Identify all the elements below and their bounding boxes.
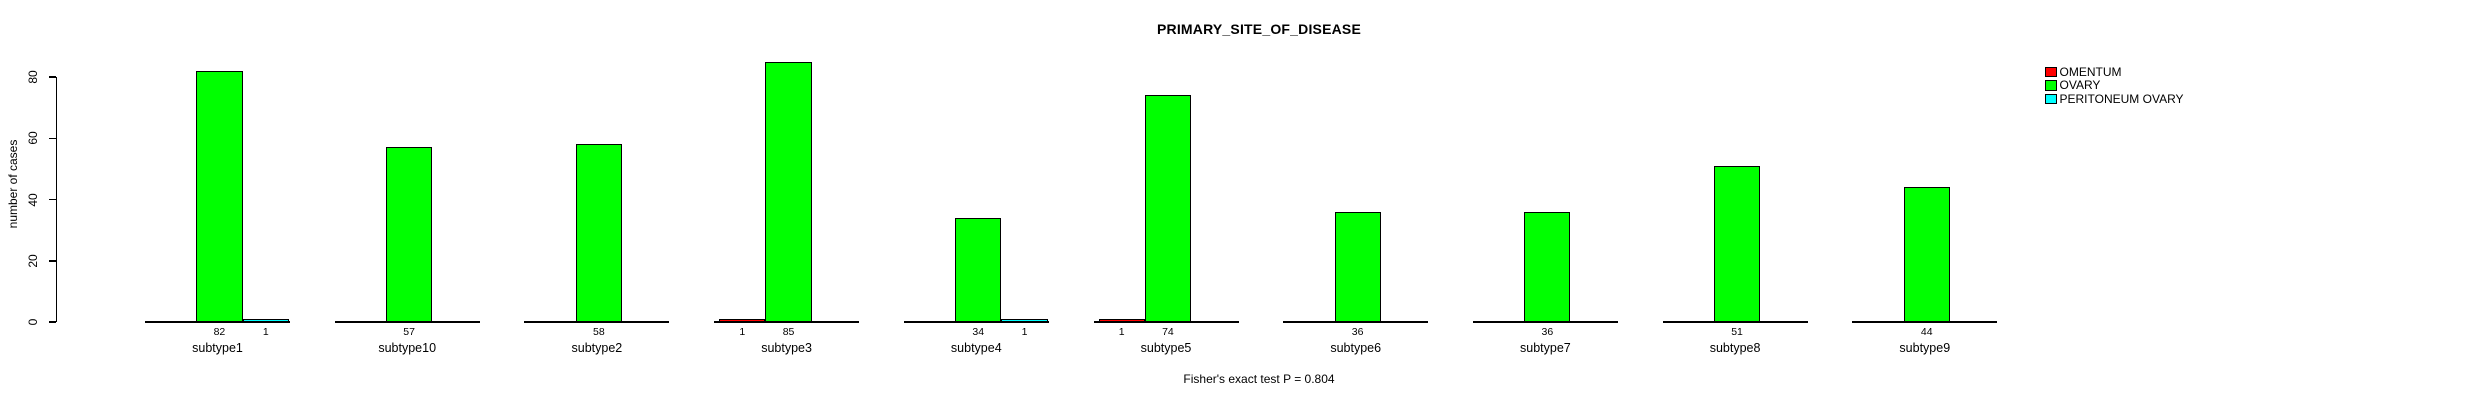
bar-ovary <box>1334 211 1381 322</box>
y-tick <box>49 198 56 201</box>
bar-ovary <box>1144 95 1192 322</box>
y-tick <box>49 137 56 139</box>
group-baseline <box>1662 321 1808 323</box>
bar-ovary <box>1903 187 1950 322</box>
legend-swatch-peritoneum-ovary <box>2045 93 2057 105</box>
bar-peritoneum-ovary <box>1001 318 1048 322</box>
y-tick-label: 20 <box>26 254 40 268</box>
bar-peritoneum-ovary <box>242 318 289 322</box>
bar-value-label: 44 <box>1920 326 1933 338</box>
bar-value-label: 82 <box>213 326 226 338</box>
y-axis-line <box>55 77 57 322</box>
bar-value-label: 1 <box>1118 326 1125 338</box>
fisher-test-caption: Fisher's exact test P = 0.804 <box>1183 372 1335 386</box>
group-baseline <box>524 321 670 323</box>
group-baseline <box>334 321 480 323</box>
x-category-label: subtype7 <box>1520 341 1571 355</box>
bar-ovary <box>765 61 812 322</box>
group-baseline <box>1283 321 1429 323</box>
bar-omentum <box>1098 318 1145 322</box>
bar-value-label: 36 <box>1351 326 1364 338</box>
bar-value-label: 36 <box>1541 326 1554 338</box>
y-tick <box>49 260 56 262</box>
bar-value-label: 58 <box>593 326 605 338</box>
x-category-label: subtype10 <box>378 341 437 355</box>
legend-label: PERITONEUM OVARY <box>2059 91 2184 106</box>
group-baseline <box>1093 321 1239 323</box>
y-tick-label: 60 <box>26 131 40 145</box>
group-baseline <box>145 321 290 323</box>
legend-label: OVARY <box>2059 78 2101 93</box>
x-category-label: subtype5 <box>1140 341 1192 355</box>
y-tick <box>49 76 56 78</box>
bar-value-label: 1 <box>739 326 746 338</box>
bar-ovary <box>1713 165 1761 322</box>
x-category-label: subtype6 <box>1330 341 1382 355</box>
group-baseline <box>903 321 1049 323</box>
y-tick-label: 0 <box>26 318 40 326</box>
bar-value-label: 1 <box>1021 326 1028 338</box>
bar-value-label: 1 <box>262 326 269 338</box>
bar-ovary <box>1524 211 1571 322</box>
legend-label: OMENTUM <box>2059 65 2122 79</box>
x-category-label: subtype2 <box>571 341 623 355</box>
bar-ovary <box>196 70 243 322</box>
bar-ovary <box>955 217 1002 322</box>
x-category-label: subtype9 <box>1899 341 1951 355</box>
chart-title: PRIMARY_SITE_OF_DISEASE <box>1156 21 1362 37</box>
y-tick <box>49 321 56 323</box>
x-category-label: subtype1 <box>192 341 243 355</box>
bar-value-label: 85 <box>782 326 795 338</box>
x-category-label: subtype8 <box>1709 341 1761 355</box>
legend-swatch-omentum <box>2045 66 2057 78</box>
y-tick-label: 40 <box>26 192 40 207</box>
bar-value-label: 34 <box>972 326 985 338</box>
legend-swatch-ovary <box>2045 80 2057 91</box>
group-baseline <box>714 321 860 323</box>
bar-omentum <box>719 318 766 322</box>
group-baseline <box>1852 321 1998 323</box>
bar-ovary <box>386 147 433 322</box>
bar-value-label: 51 <box>1731 326 1743 338</box>
y-tick-label: 80 <box>26 70 40 84</box>
x-category-label: subtype4 <box>950 341 1002 355</box>
bar-value-label: 57 <box>403 326 415 338</box>
y-axis-label: number of cases <box>6 139 20 229</box>
bar-ovary <box>575 144 622 322</box>
bar-value-label: 74 <box>1162 326 1174 338</box>
x-category-label: subtype3 <box>761 341 812 355</box>
group-baseline <box>1472 321 1618 323</box>
